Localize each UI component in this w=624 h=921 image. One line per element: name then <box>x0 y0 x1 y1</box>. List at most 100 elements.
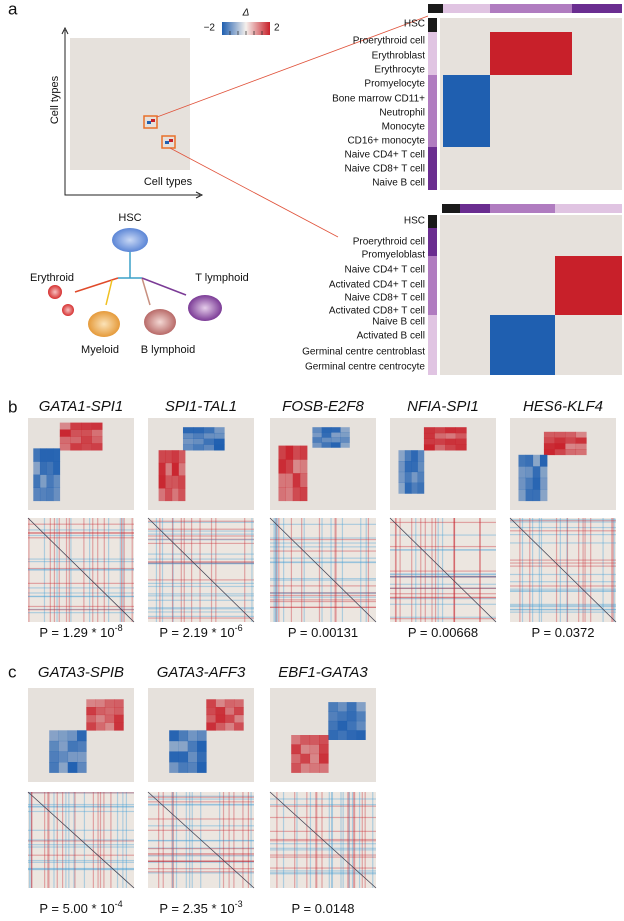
heatmap-cell <box>49 751 59 763</box>
stripe <box>399 518 401 622</box>
group-bar <box>428 256 437 315</box>
zoom-line <box>156 15 429 118</box>
diagonal <box>147 517 255 623</box>
x-axis-label: Cell types <box>144 176 193 188</box>
stripe <box>250 792 252 888</box>
stripe <box>390 587 496 589</box>
heatmap-cell <box>178 475 186 489</box>
stripe <box>330 518 332 622</box>
heatmap-cell <box>404 450 412 462</box>
heatmap-cell <box>321 442 332 448</box>
stripe <box>121 518 123 622</box>
group-bar <box>490 4 572 13</box>
heatmap-cell <box>319 763 329 773</box>
stripe <box>158 792 160 888</box>
stripe <box>276 518 279 622</box>
heatmap-cell <box>445 432 457 439</box>
stripe <box>162 792 164 888</box>
branch-label: Erythroid <box>30 272 74 284</box>
heatmap-cell <box>543 449 555 456</box>
zoom-mark <box>147 121 151 124</box>
stripe <box>318 518 321 622</box>
heatmap-cell <box>178 488 186 502</box>
heatmap-cell <box>445 438 457 445</box>
stripe <box>510 530 616 532</box>
zoom-box <box>143 115 158 129</box>
colorbar-tick: −2 <box>204 23 216 34</box>
stripe <box>233 792 235 888</box>
stripe <box>148 553 254 555</box>
group-bar <box>428 315 437 375</box>
stripe <box>270 538 376 541</box>
stripe <box>122 518 124 622</box>
p-exponent: -8 <box>115 623 123 633</box>
stripe <box>390 576 496 578</box>
stripe <box>390 596 496 598</box>
diagonal <box>147 791 255 889</box>
stripe <box>555 518 558 622</box>
heatmap-cell <box>178 450 186 464</box>
stripe <box>330 792 333 888</box>
pair-title: HES6-KLF4 <box>523 398 603 415</box>
group-bar <box>428 75 437 147</box>
stripe <box>331 792 334 888</box>
heatmap-cell <box>193 444 204 451</box>
stripe <box>510 585 616 587</box>
stripe <box>270 856 376 858</box>
stripe <box>390 575 496 578</box>
heatmap-cell <box>417 482 425 494</box>
stripe <box>28 529 134 531</box>
stripe <box>306 792 308 888</box>
heatmap-cell <box>340 437 350 443</box>
stripe <box>390 573 496 575</box>
heatmap-cell <box>224 699 235 708</box>
heatmap-cell <box>187 762 198 773</box>
stripe <box>28 803 134 806</box>
heatmap-cell <box>169 740 179 752</box>
p-value: P = 0.00131 <box>288 625 358 640</box>
stripe <box>125 792 128 888</box>
diagonal <box>269 517 377 623</box>
heatmap-cell <box>53 461 61 475</box>
group-bar <box>428 4 443 13</box>
heatmap-cell <box>575 431 587 438</box>
stripe <box>296 792 298 888</box>
heatmap-cell <box>224 714 235 723</box>
heatmap-cell <box>285 459 294 474</box>
heatmap-cell <box>319 753 329 764</box>
heatmap-cell <box>278 487 286 502</box>
stripe <box>347 792 349 888</box>
stripe <box>148 593 254 595</box>
branch-label: B lymphoid <box>141 344 195 356</box>
heatmap-cell <box>404 471 412 483</box>
heatmap-cell <box>565 443 577 450</box>
stripe <box>148 798 254 800</box>
heatmap-cell <box>213 427 225 434</box>
stripe <box>390 616 496 618</box>
stripe <box>58 518 60 622</box>
stripe <box>270 550 376 552</box>
heatmap-cell <box>455 427 467 434</box>
stripe <box>148 847 254 849</box>
heatmap-cell <box>312 432 322 438</box>
heatmap-cell <box>554 431 566 438</box>
heatmap-cell <box>554 443 566 450</box>
stripe <box>453 518 456 622</box>
heatmap-cell <box>525 489 534 502</box>
heatmap-cell <box>398 461 406 473</box>
stripe <box>119 518 121 622</box>
p-value: P = 1.29 * 10-8 <box>39 623 122 640</box>
heatmap-cell <box>224 722 235 731</box>
stripe <box>390 534 496 536</box>
stripe <box>148 818 254 820</box>
stripe <box>270 854 376 856</box>
group-bar <box>442 204 460 213</box>
stripe <box>510 542 616 544</box>
stripe <box>191 792 193 888</box>
heatmap-cell <box>291 744 301 755</box>
stripe <box>278 518 280 622</box>
stripe <box>270 873 376 875</box>
heatmap-cell <box>356 702 366 712</box>
heatmap-cell <box>67 751 78 763</box>
stripe <box>28 792 134 794</box>
